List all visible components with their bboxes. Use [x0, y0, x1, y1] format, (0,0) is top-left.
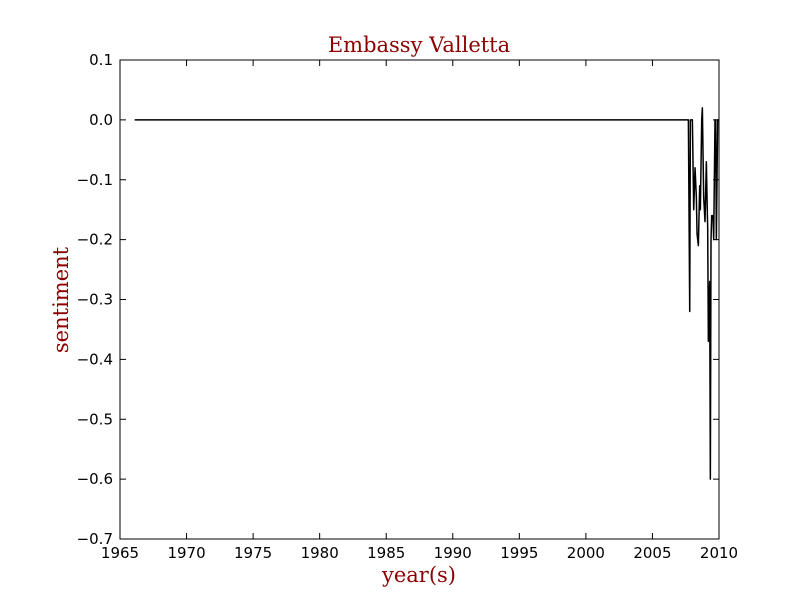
y-axis-label: sentiment: [49, 246, 73, 353]
x-tick-label: 1980: [301, 544, 339, 562]
x-tick-label: 1985: [367, 544, 405, 562]
y-tick-label: −0.6: [77, 470, 113, 488]
y-tick-label: −0.1: [77, 171, 113, 189]
x-tick-label: 1975: [234, 544, 272, 562]
plot-area: 1965 1970 1975 1980 1985 1990 1995 2000 2005 2010…: [77, 51, 739, 562]
x-tick-label: 1970: [167, 544, 205, 562]
y-tick-label: −0.4: [77, 350, 113, 368]
y-tick-label: −0.3: [77, 291, 113, 309]
y-tick-label: −0.5: [77, 410, 113, 428]
series-line-0: [134, 107, 719, 480]
x-tick-label: 2005: [633, 544, 671, 562]
chart-title: Embassy Valletta: [328, 33, 510, 57]
plot-frame: [119, 59, 720, 540]
x-tick-label: 1995: [500, 544, 538, 562]
y-tick-label: −0.2: [77, 231, 113, 249]
x-tick-label: 2000: [567, 544, 605, 562]
x-tick-label: 1990: [434, 544, 472, 562]
y-tick-label: 0.0: [89, 111, 113, 129]
x-tick-label: 1965: [101, 544, 139, 562]
y-tick-label: −0.7: [77, 530, 113, 548]
x-axis-label: year(s): [381, 563, 456, 587]
y-tick-label: 0.1: [89, 51, 113, 69]
x-tick-label: 2010: [700, 544, 738, 562]
